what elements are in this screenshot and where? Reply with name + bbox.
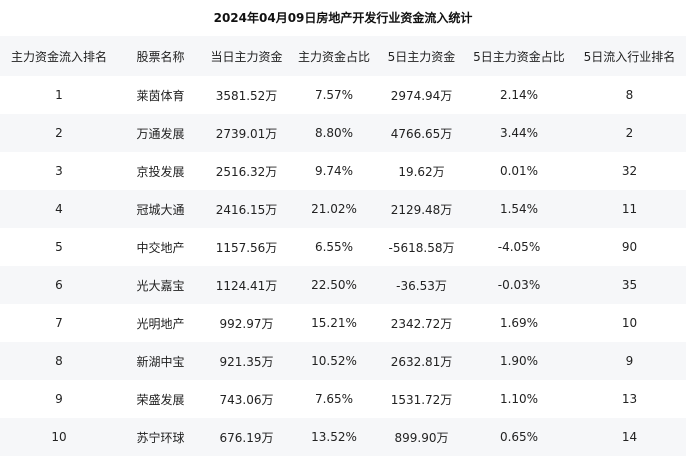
5day-main-capital-ratio-cell: 1.54% <box>499 202 539 216</box>
rank-cell: 10 <box>51 430 67 444</box>
main-capital-ratio-cell: 6.55% <box>314 240 354 254</box>
stock-name-cell: 荣盛发展 <box>136 392 185 407</box>
stock-name-cell: 中交地产 <box>136 240 185 255</box>
5day-main-capital-cell: 899.90万 <box>394 430 449 445</box>
daily-main-capital-cell: 921.35万 <box>219 354 274 369</box>
table-row: 6 光大嘉宝 1124.41万 22.50% -36.53万 -0.03% 35 <box>0 266 686 304</box>
5day-industry-rank-cell: 90 <box>621 240 638 254</box>
5day-industry-rank-cell: 9 <box>625 354 634 368</box>
main-capital-ratio-cell: 15.21% <box>311 316 357 330</box>
daily-main-capital-cell: 3581.52万 <box>215 88 278 103</box>
5day-main-capital-ratio-cell: 1.90% <box>499 354 539 368</box>
table-row: 8 新湖中宝 921.35万 10.52% 2632.81万 1.90% 9 <box>0 342 686 380</box>
rank-cell: 9 <box>55 392 63 406</box>
table-row: 10 苏宁环球 676.19万 13.52% 899.90万 0.65% 14 <box>0 418 686 456</box>
capital-flow-table: 主力资金流入排名 股票名称 当日主力资金 主力资金占比 5日主力资金 5日主力资… <box>0 36 686 456</box>
5day-main-capital-ratio-cell: -0.03% <box>497 278 541 292</box>
daily-main-capital-cell: 743.06万 <box>219 392 274 407</box>
rank-cell: 3 <box>55 164 63 178</box>
5day-industry-rank-cell: 35 <box>621 278 638 292</box>
table-row: 2 万通发展 2739.01万 8.80% 4766.65万 3.44% 2 <box>0 114 686 152</box>
main-capital-ratio-cell: 9.74% <box>314 164 354 178</box>
5day-main-capital-cell: -36.53万 <box>396 278 447 293</box>
rank-cell: 4 <box>55 202 63 216</box>
stock-name-cell: 光大嘉宝 <box>136 278 185 293</box>
5day-main-capital-ratio-cell: 0.65% <box>499 430 539 444</box>
5day-industry-rank-cell: 8 <box>625 88 634 102</box>
5day-industry-rank-cell: 2 <box>625 126 634 140</box>
daily-main-capital-cell: 2516.32万 <box>215 164 278 179</box>
rank-cell: 5 <box>55 240 63 254</box>
5day-industry-rank-cell: 14 <box>621 430 638 444</box>
rank-cell: 1 <box>55 88 63 102</box>
page-title: 2024年04月09日房地产开发行业资金流入统计 <box>213 11 473 25</box>
column-header-5day-main-capital-ratio: 5日主力资金占比 <box>473 49 565 64</box>
column-header-rank: 主力资金流入排名 <box>10 49 107 64</box>
5day-industry-rank-cell: 32 <box>621 164 638 178</box>
column-header-stock-name: 股票名称 <box>136 49 185 64</box>
table-row: 3 京投发展 2516.32万 9.74% 19.62万 0.01% 32 <box>0 152 686 190</box>
main-capital-ratio-cell: 13.52% <box>311 430 357 444</box>
daily-main-capital-cell: 992.97万 <box>219 316 274 331</box>
table-body: 1 莱茵体育 3581.52万 7.57% 2974.94万 2.14% 8 2 万通发展 273… <box>0 76 686 456</box>
5day-main-capital-cell: 1531.72万 <box>390 392 453 407</box>
5day-main-capital-ratio-cell: 3.44% <box>499 126 539 140</box>
table-header: 主力资金流入排名 股票名称 当日主力资金 主力资金占比 5日主力资金 5日主力资… <box>0 36 686 76</box>
stock-name-cell: 冠城大通 <box>136 202 185 217</box>
main-capital-ratio-cell: 21.02% <box>311 202 357 216</box>
table-row: 7 光明地产 992.97万 15.21% 2342.72万 1.69% 10 <box>0 304 686 342</box>
rank-cell: 2 <box>55 126 63 140</box>
daily-main-capital-cell: 1124.41万 <box>215 278 278 293</box>
5day-main-capital-ratio-cell: 2.14% <box>499 88 539 102</box>
5day-industry-rank-cell: 10 <box>621 316 638 330</box>
rank-cell: 6 <box>55 278 63 292</box>
stock-name-cell: 新湖中宝 <box>136 354 185 369</box>
5day-main-capital-ratio-cell: -4.05% <box>497 240 541 254</box>
column-header-5day-main-capital: 5日主力资金 <box>387 49 456 64</box>
5day-main-capital-cell: 2129.48万 <box>390 202 453 217</box>
main-capital-ratio-cell: 7.57% <box>314 88 354 102</box>
daily-main-capital-cell: 1157.56万 <box>215 240 278 255</box>
header-row: 主力资金流入排名 股票名称 当日主力资金 主力资金占比 5日主力资金 5日主力资… <box>0 36 686 76</box>
stock-name-cell: 莱茵体育 <box>136 88 185 103</box>
main-capital-ratio-cell: 7.65% <box>314 392 354 406</box>
rank-cell: 8 <box>55 354 63 368</box>
table-row: 4 冠城大通 2416.15万 21.02% 2129.48万 1.54% 11 <box>0 190 686 228</box>
5day-main-capital-ratio-cell: 1.10% <box>499 392 539 406</box>
stock-name-cell: 京投发展 <box>136 164 185 179</box>
daily-main-capital-cell: 676.19万 <box>219 430 274 445</box>
column-header-5day-industry-rank: 5日流入行业排名 <box>583 49 676 64</box>
main-capital-ratio-cell: 10.52% <box>311 354 357 368</box>
table-row: 9 荣盛发展 743.06万 7.65% 1531.72万 1.10% 13 <box>0 380 686 418</box>
table-row: 1 莱茵体育 3581.52万 7.57% 2974.94万 2.14% 8 <box>0 76 686 114</box>
5day-main-capital-ratio-cell: 1.69% <box>499 316 539 330</box>
stock-name-cell: 苏宁环球 <box>136 430 185 445</box>
5day-main-capital-cell: -5618.58万 <box>388 240 455 255</box>
5day-main-capital-cell: 2974.94万 <box>390 88 453 103</box>
rank-cell: 7 <box>55 316 63 330</box>
column-header-main-capital-ratio: 主力资金占比 <box>297 49 370 64</box>
5day-main-capital-cell: 2342.72万 <box>390 316 453 331</box>
table-row: 5 中交地产 1157.56万 6.55% -5618.58万 -4.05% 90 <box>0 228 686 266</box>
5day-main-capital-ratio-cell: 0.01% <box>499 164 539 178</box>
main-capital-ratio-cell: 8.80% <box>314 126 354 140</box>
daily-main-capital-cell: 2739.01万 <box>215 126 278 141</box>
5day-industry-rank-cell: 11 <box>621 202 638 216</box>
5day-industry-rank-cell: 13 <box>621 392 638 406</box>
stock-name-cell: 光明地产 <box>136 316 185 331</box>
5day-main-capital-cell: 2632.81万 <box>390 354 453 369</box>
column-header-daily-main-capital: 当日主力资金 <box>210 49 283 64</box>
stock-name-cell: 万通发展 <box>136 126 185 141</box>
main-capital-ratio-cell: 22.50% <box>311 278 357 292</box>
5day-main-capital-cell: 19.62万 <box>398 164 445 179</box>
daily-main-capital-cell: 2416.15万 <box>215 202 278 217</box>
5day-main-capital-cell: 4766.65万 <box>390 126 453 141</box>
